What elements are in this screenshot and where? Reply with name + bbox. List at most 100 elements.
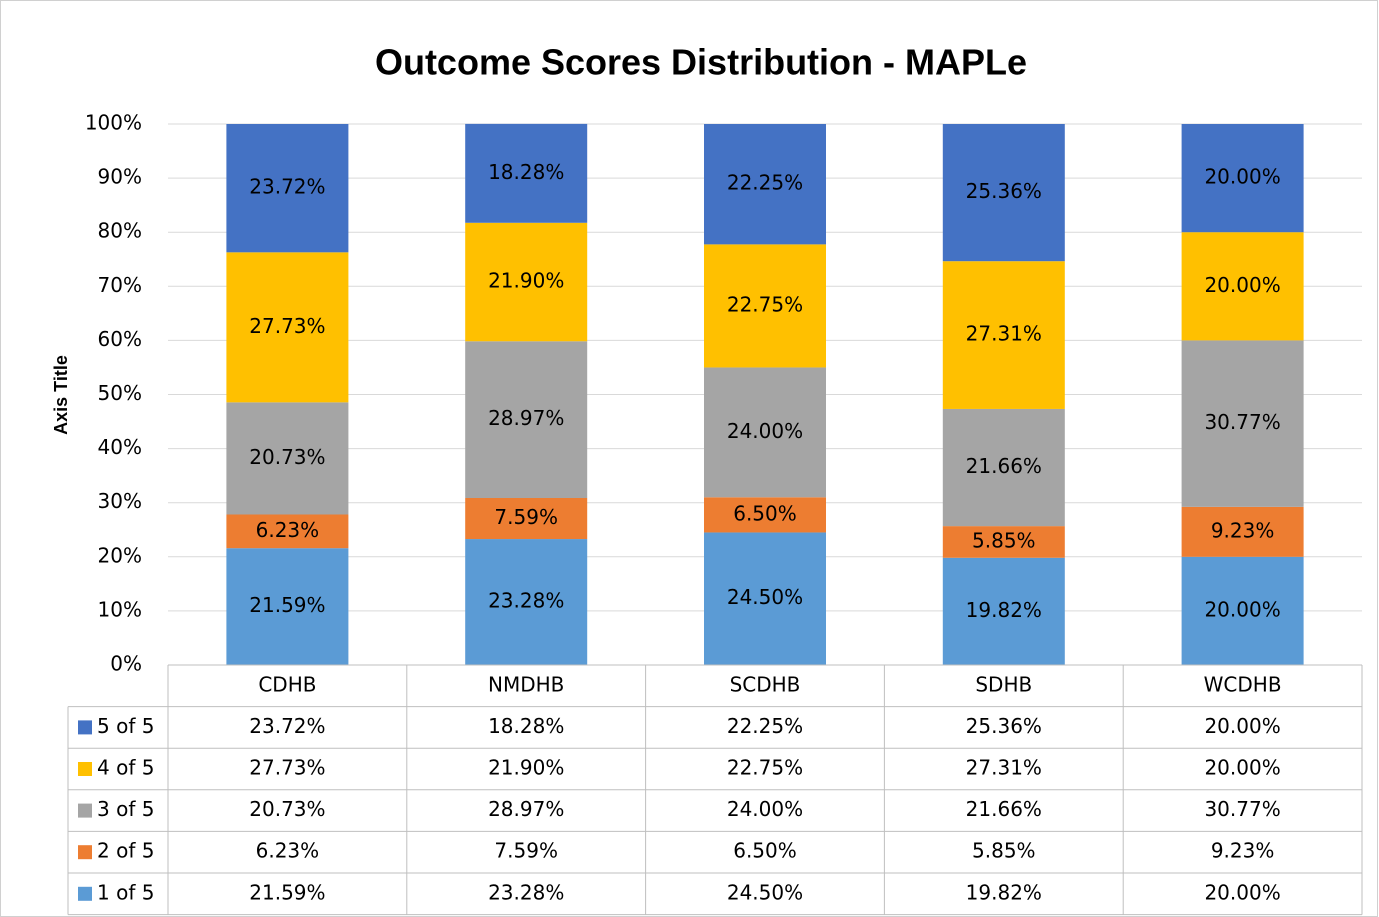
legend-label: 1 of 5 [97, 880, 154, 904]
data-label: 21.90% [488, 269, 564, 293]
table-cell: 6.50% [733, 839, 797, 863]
table-cell: 20.00% [1204, 880, 1280, 904]
table-cell: 24.00% [727, 797, 803, 821]
y-tick-label: 90% [98, 165, 142, 189]
bar-segment [226, 402, 349, 515]
x-tick-label: CDHB [258, 672, 316, 696]
data-label: 20.00% [1204, 273, 1280, 297]
data-label: 5.85% [972, 528, 1036, 552]
bar-segment [942, 557, 1065, 665]
x-tick-label: WCDHB [1204, 672, 1282, 696]
legend-swatch [78, 845, 92, 860]
x-tick-label: SDHB [975, 672, 1032, 696]
table-cell: 27.31% [966, 756, 1042, 780]
data-label: 7.59% [494, 505, 558, 529]
data-label: 22.75% [727, 292, 803, 316]
table-cell: 22.75% [727, 756, 803, 780]
bar-segment [465, 341, 588, 498]
y-tick-label: 100% [85, 111, 142, 135]
legend-label: 4 of 5 [97, 756, 154, 780]
table-cell: 20.00% [1204, 756, 1280, 780]
table-cell: 6.23% [256, 839, 320, 863]
y-tick-label: 20% [98, 543, 142, 567]
bar-segment [704, 124, 826, 245]
bar-segment [465, 539, 588, 665]
bar-segment [465, 222, 588, 342]
table-cell: 22.25% [727, 714, 803, 738]
table-cell: 19.82% [966, 880, 1042, 904]
x-tick-label: SCDHB [730, 672, 801, 696]
data-label: 9.23% [1211, 518, 1275, 542]
bar-segment [465, 123, 588, 223]
data-label: 24.00% [727, 419, 803, 443]
data-label: 28.97% [488, 406, 564, 430]
bar-segment [226, 548, 349, 665]
data-label: 24.50% [727, 585, 803, 609]
data-label: 19.82% [966, 598, 1042, 622]
data-label: 30.77% [1204, 410, 1280, 434]
data-label: 6.50% [733, 501, 797, 525]
y-tick-label: 40% [98, 435, 142, 459]
table-cell: 30.77% [1204, 797, 1280, 821]
legend-swatch [78, 720, 92, 735]
data-label: 25.36% [966, 179, 1042, 203]
legend-label: 2 of 5 [97, 839, 154, 863]
table-cell: 23.28% [488, 880, 564, 904]
data-label: 20.00% [1204, 165, 1280, 189]
bar-segment [704, 367, 826, 498]
data-label: 20.73% [249, 445, 325, 469]
data-label: 6.23% [256, 518, 320, 542]
legend-swatch [78, 762, 92, 776]
y-tick-label: 10% [98, 597, 142, 621]
bar-segment [1181, 124, 1304, 233]
table-cell: 5.85% [972, 839, 1036, 863]
legend-label: 3 of 5 [97, 797, 154, 821]
table-cell: 24.50% [727, 880, 803, 904]
bar-segment [465, 497, 588, 540]
table-cell: 18.28% [488, 714, 564, 738]
bar-segment [1181, 340, 1304, 507]
data-label: 23.72% [249, 175, 325, 199]
chart-title: Outcome Scores Distribution - MAPLe [375, 42, 1027, 83]
bar-segment [704, 532, 826, 665]
bar-segment [1181, 232, 1304, 341]
bar-segment [226, 124, 349, 253]
y-tick-label: 70% [98, 273, 142, 297]
x-tick-label: NMDHB [488, 672, 564, 696]
data-label: 23.28% [488, 589, 564, 613]
data-label: 21.66% [966, 454, 1042, 478]
bar-segment [1181, 556, 1304, 665]
table-cell: 21.66% [966, 797, 1042, 821]
table-cell: 27.73% [249, 756, 325, 780]
data-label: 22.25% [727, 171, 803, 195]
table-cell: 23.72% [249, 714, 325, 738]
y-tick-label: 60% [98, 327, 142, 351]
data-label: 21.59% [249, 593, 325, 617]
bar-segment [942, 261, 1065, 409]
table-cell: 20.00% [1204, 714, 1280, 738]
y-tick-label: 0% [110, 652, 142, 676]
legend-swatch [78, 886, 92, 901]
legend-label: 5 of 5 [97, 714, 154, 738]
y-tick-label: 80% [98, 219, 142, 243]
bar-segment [704, 244, 826, 368]
bar-segment [704, 497, 826, 533]
table-cell: 21.59% [249, 880, 325, 904]
table-cell: 28.97% [488, 797, 564, 821]
y-tick-label: 30% [98, 489, 142, 513]
y-axis-title: Axis Title [51, 355, 71, 435]
data-label: 27.73% [249, 314, 325, 338]
bar-segment [942, 526, 1065, 558]
bar-segment [1181, 506, 1304, 557]
bar-segment [226, 514, 349, 549]
y-tick-label: 50% [98, 381, 142, 405]
table-cell: 20.73% [249, 797, 325, 821]
data-label: 27.31% [966, 322, 1042, 346]
table-cell: 25.36% [966, 714, 1042, 738]
table-cell: 7.59% [494, 839, 558, 863]
bar-segment [942, 408, 1065, 527]
data-label: 20.00% [1204, 597, 1280, 621]
data-label: 18.28% [488, 160, 564, 184]
